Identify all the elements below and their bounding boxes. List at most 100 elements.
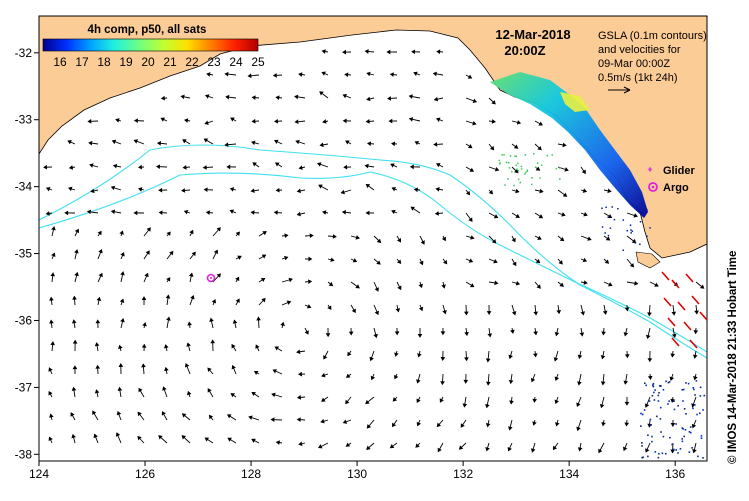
sst-pixel — [651, 436, 653, 438]
sst-pixel — [517, 163, 519, 165]
sst-pixel — [509, 167, 511, 169]
sst-pixel — [639, 244, 641, 246]
sst-pixel — [525, 154, 527, 156]
sst-pixel — [649, 400, 651, 402]
y-tick-label: -32 — [15, 46, 33, 60]
sst-pixel — [692, 408, 694, 410]
sst-pixel — [690, 426, 692, 428]
sst-pixel — [499, 163, 501, 165]
x-tick-label: 130 — [347, 467, 367, 481]
sst-pixel — [665, 453, 667, 455]
sst-pixel — [702, 457, 704, 459]
sst-pixel — [677, 452, 679, 454]
sst-pixel — [650, 424, 652, 426]
sst-pixel — [647, 434, 649, 436]
sst-pixel — [611, 206, 613, 208]
sst-pixel — [516, 165, 518, 167]
colorbar-label: 4h comp, p50, all sats — [88, 24, 207, 36]
colorbar-tick: 20 — [141, 55, 155, 69]
sst-pixel — [675, 449, 677, 451]
sst-pixel — [535, 166, 537, 168]
sst-pixel — [622, 249, 624, 251]
colorbar-tick: 19 — [119, 55, 133, 69]
sst-pixel — [518, 170, 520, 172]
sst-pixel — [516, 169, 518, 171]
gsla-note-line-2: and velocities for — [598, 44, 681, 56]
sst-pixel — [690, 432, 692, 434]
sst-pixel — [604, 232, 606, 234]
colorbar-tick: 17 — [75, 55, 89, 69]
sst-pixel — [539, 177, 541, 179]
sst-pixel — [653, 392, 655, 394]
sst-pixel — [682, 400, 684, 402]
sst-pixel — [658, 395, 660, 397]
sst-pixel — [617, 208, 619, 210]
sst-pixel — [669, 381, 671, 383]
x-tick-label: 136 — [665, 467, 685, 481]
sst-pixel — [501, 154, 503, 156]
sst-pixel — [684, 408, 686, 410]
sst-pixel — [636, 206, 638, 208]
sst-pixel — [658, 457, 660, 459]
colorbar-tick: 25 — [251, 55, 265, 69]
sst-pixel — [630, 232, 632, 234]
sst-pixel — [646, 209, 648, 211]
x-tick-label: 134 — [559, 467, 579, 481]
sst-pixel — [506, 162, 508, 164]
y-tick-label: -37 — [15, 380, 33, 394]
colorbar-tick: 22 — [185, 55, 199, 69]
sst-pixel — [537, 162, 539, 164]
sst-pixel — [689, 451, 691, 453]
gsla-note-line-3: 09-Mar 00:00Z — [598, 58, 670, 70]
sst-pixel — [640, 413, 642, 415]
sst-pixel — [650, 419, 652, 421]
sst-pixel — [521, 166, 523, 168]
y-tick-label: -33 — [15, 113, 33, 127]
sst-pixel — [696, 380, 698, 382]
sst-pixel — [682, 427, 684, 429]
sst-pixel — [694, 394, 696, 396]
sst-pixel — [651, 441, 653, 443]
sst-pixel — [675, 423, 677, 425]
sst-pixel — [499, 160, 501, 162]
sst-pixel — [607, 216, 609, 218]
sst-pixel — [514, 155, 516, 157]
sst-pixel — [658, 400, 660, 402]
sst-pixel — [507, 178, 509, 180]
side-caption: © IMOS 14-Mar-2018 21:33 Hobart Time — [727, 251, 739, 464]
sst-pixel — [654, 399, 656, 401]
legend-glider: Glider — [663, 165, 696, 177]
sst-pixel — [605, 207, 607, 209]
colorbar-gradient — [43, 39, 258, 51]
sst-pixel — [663, 436, 665, 438]
sst-pixel — [601, 208, 603, 210]
sst-pixel — [658, 392, 660, 394]
y-tick-label: -36 — [15, 313, 33, 327]
sst-pixel — [527, 170, 529, 172]
title-time: 20:00Z — [504, 43, 545, 58]
sst-pixel — [524, 173, 526, 175]
sst-pixel — [510, 155, 512, 157]
y-axis: -32-33-34-35-36-37-38 — [15, 46, 39, 462]
sst-pixel — [630, 224, 632, 226]
legend-argo: Argo — [663, 182, 689, 194]
sst-pixel — [671, 444, 673, 446]
sst-pixel — [641, 203, 643, 205]
sst-pixel — [646, 236, 648, 238]
sst-pixel — [503, 154, 505, 156]
sst-pixel — [667, 403, 669, 405]
sst-pixel — [663, 389, 665, 391]
sst-pixel — [644, 409, 646, 411]
x-tick-label: 126 — [135, 467, 155, 481]
x-tick-label: 128 — [241, 467, 261, 481]
sst-pixel — [508, 162, 510, 164]
sst-pixel — [504, 184, 506, 186]
sst-pixel — [642, 414, 644, 416]
sst-pixel — [640, 425, 642, 427]
sst-pixel — [623, 219, 625, 221]
sst-pixel — [694, 404, 696, 406]
sst-pixel — [647, 456, 649, 458]
sst-pixel — [525, 172, 527, 174]
